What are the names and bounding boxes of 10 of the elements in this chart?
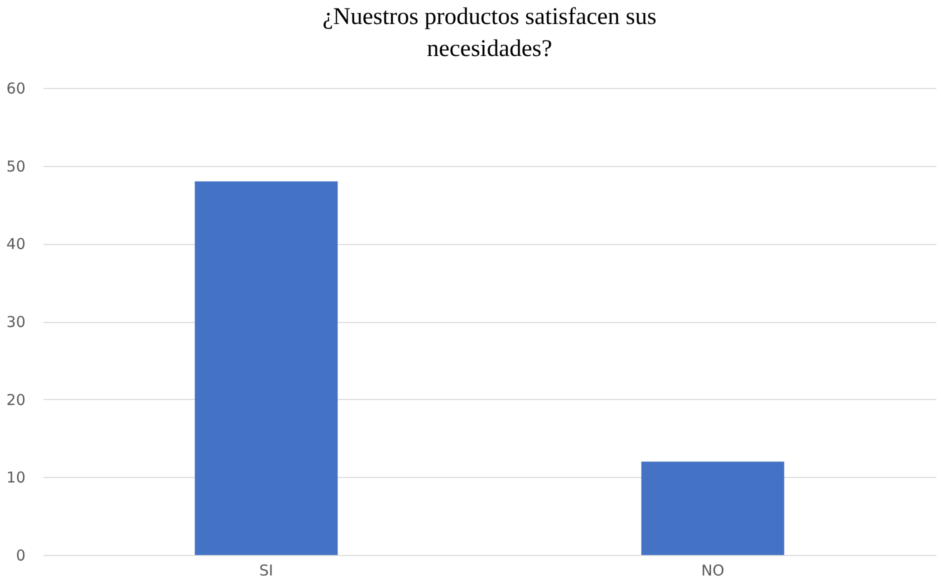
- chart-title: ¿Nuestros productos satisfacen sus necesidades?: [322, 4, 656, 62]
- x-tick-label: NO: [701, 562, 724, 580]
- y-tick-label: 60: [6, 80, 26, 98]
- y-tick-label: 20: [6, 390, 26, 409]
- y-tick-label: 40: [6, 235, 26, 254]
- y-tick-label: 0: [16, 546, 26, 564]
- y-tick-label: 50: [6, 157, 26, 176]
- y-tick-label: 10: [6, 468, 26, 487]
- x-tick-label: SI: [259, 562, 274, 580]
- y-tick-label: 30: [6, 313, 26, 331]
